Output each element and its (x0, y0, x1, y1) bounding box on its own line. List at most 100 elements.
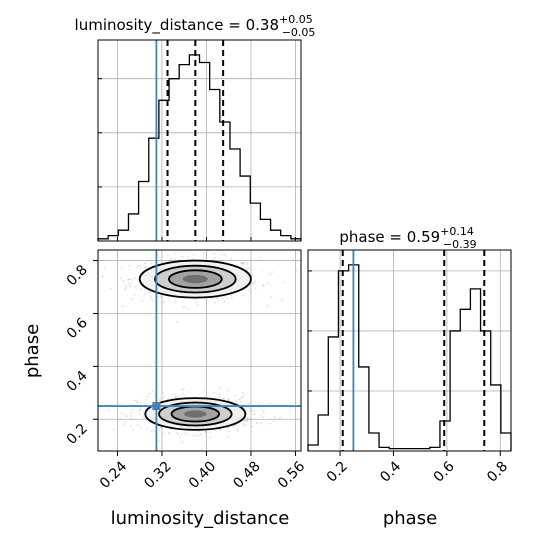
scatter-point (174, 393, 177, 395)
scatter-point (239, 261, 242, 264)
scatter-point (195, 301, 198, 304)
scatter-point (120, 277, 123, 280)
scatter-point (237, 429, 240, 432)
scatter-point (124, 287, 127, 289)
x-tick-label: 0.40 (186, 459, 219, 492)
scatter-point (119, 403, 121, 405)
scatter-point (138, 409, 141, 412)
scatter-point (180, 255, 183, 258)
scatter-point (223, 295, 226, 298)
scatter-point (144, 293, 147, 295)
scatter-point (143, 266, 146, 269)
scatter-point (139, 288, 142, 291)
scatter-point (134, 277, 137, 279)
scatter-point (249, 419, 252, 421)
density-fill (184, 410, 207, 418)
scatter-point (228, 430, 231, 433)
scatter-point (204, 430, 207, 433)
scatter-point (113, 429, 115, 431)
scatter-point (171, 397, 174, 399)
scatter-point (130, 297, 133, 300)
scatter-point (138, 413, 141, 416)
scatter-point (236, 427, 239, 430)
scatter-point (246, 267, 248, 269)
density-contour (158, 401, 233, 427)
scatter-point (221, 297, 224, 300)
scatter-point (181, 441, 184, 444)
scatter-point (118, 418, 121, 421)
x-tick-label: 0.2 (324, 459, 351, 486)
scatter-point (220, 253, 223, 256)
scatter-point (203, 389, 205, 392)
scatter-point (235, 424, 238, 427)
scatter-point (219, 428, 222, 431)
scatter-point (128, 264, 131, 267)
scatter-point (260, 421, 262, 424)
scatter-point (240, 396, 243, 399)
scatter-point (136, 400, 139, 403)
scatter-point (259, 256, 261, 259)
scatter-point (148, 392, 151, 395)
scatter-point (103, 267, 106, 270)
scatter-point (120, 412, 123, 415)
scatter-point (232, 425, 234, 428)
scatter-point (129, 414, 132, 417)
scatter-point (161, 314, 164, 317)
scatter-point (132, 428, 135, 431)
scatter-point (127, 277, 130, 280)
x-tick-label: 0.6 (431, 458, 458, 485)
scatter-point (262, 284, 265, 287)
scatter-point (150, 430, 152, 433)
scatter-point (227, 427, 229, 429)
title-plus: +0.14 (440, 225, 474, 238)
scatter-point (160, 391, 163, 393)
x-axis-label-luminosity-distance: luminosity_distance (111, 508, 290, 529)
scatter-point (156, 296, 159, 298)
scatter-point (242, 396, 245, 399)
scatter-point (183, 298, 186, 300)
scatter-point (256, 421, 259, 424)
scatter-point (192, 254, 195, 256)
scatter-point (182, 388, 185, 391)
scatter-point (200, 433, 202, 436)
y-axis-label-phase: phase (22, 324, 43, 378)
joint-plot-area (86, 251, 298, 444)
scatter-point (177, 433, 180, 436)
scatter-point (129, 278, 131, 281)
scatter-point (122, 280, 125, 283)
y-tick-label: 0.8 (64, 262, 91, 289)
scatter-point (158, 429, 161, 431)
scatter-point (246, 419, 249, 422)
x-axis-label-phase: phase (383, 508, 437, 529)
scatter-point (145, 266, 148, 269)
scatter-point (133, 285, 136, 288)
x-tick-label: 0.32 (141, 459, 174, 492)
scatter-point (205, 435, 208, 438)
scatter-point (152, 430, 155, 433)
scatter-point (242, 263, 245, 265)
scatter-point (187, 391, 190, 393)
title-minus: −0.39 (443, 238, 477, 251)
density-contour (154, 264, 237, 294)
scatter-point (123, 423, 125, 426)
y-tick-label: 0.6 (64, 315, 91, 342)
scatter-point (262, 284, 264, 286)
scatter-point (139, 426, 142, 429)
scatter-point (109, 287, 112, 290)
scatter-point (175, 300, 177, 303)
luminosity-distance-histogram (97, 54, 302, 241)
scatter-point (238, 398, 241, 400)
scatter-point (169, 259, 172, 261)
scatter-point (86, 412, 88, 414)
scatter-point (108, 409, 110, 412)
y-tick-label: 0.2 (64, 421, 91, 448)
scatter-point (245, 261, 248, 264)
density-contour (168, 269, 223, 289)
title-main: luminosity_distance = 0.38 (75, 16, 279, 35)
scatter-point (176, 432, 179, 435)
title-main: phase = 0.59 (339, 228, 440, 246)
scatter-point (173, 257, 176, 260)
scatter-point (123, 288, 126, 291)
scatter-point (196, 433, 199, 436)
luminosity-distance-title: luminosity_distance = 0.38+0.05 −0.05 (75, 13, 316, 39)
